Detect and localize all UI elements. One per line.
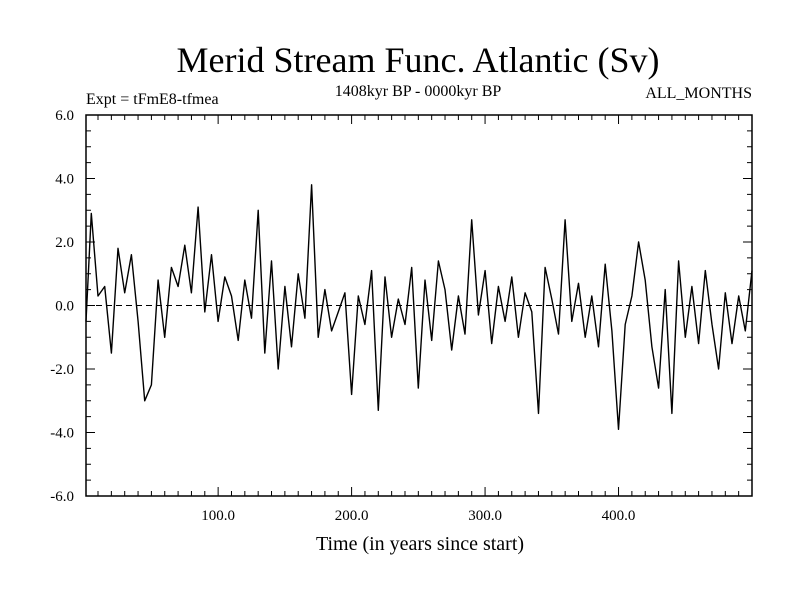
x-tick-label: 300.0 bbox=[468, 508, 502, 524]
experiment-label: Expt = tFmE8-tfmea bbox=[86, 91, 219, 108]
x-tick-label: 400.0 bbox=[602, 508, 636, 524]
x-tick-label: 100.0 bbox=[201, 508, 235, 524]
y-tick-label: 6.0 bbox=[55, 108, 74, 124]
plot-frame bbox=[85, 114, 753, 497]
series-line bbox=[85, 184, 753, 430]
months-label: ALL_MONTHS bbox=[645, 85, 752, 102]
time-range-label: 1408kyr BP - 0000kyr BP bbox=[335, 83, 502, 100]
y-tick-label: 2.0 bbox=[55, 235, 74, 251]
x-axis-label: Time (in years since start) bbox=[316, 533, 524, 555]
x-tick-label: 200.0 bbox=[335, 508, 369, 524]
y-tick-label: -6.0 bbox=[50, 489, 74, 505]
chart-title: Merid Stream Func. Atlantic (Sv) bbox=[177, 40, 660, 80]
y-tick-label: 4.0 bbox=[55, 172, 74, 188]
y-tick-label: 0.0 bbox=[55, 299, 74, 315]
y-tick-label: -4.0 bbox=[50, 426, 74, 442]
y-tick-label: -2.0 bbox=[50, 362, 74, 378]
